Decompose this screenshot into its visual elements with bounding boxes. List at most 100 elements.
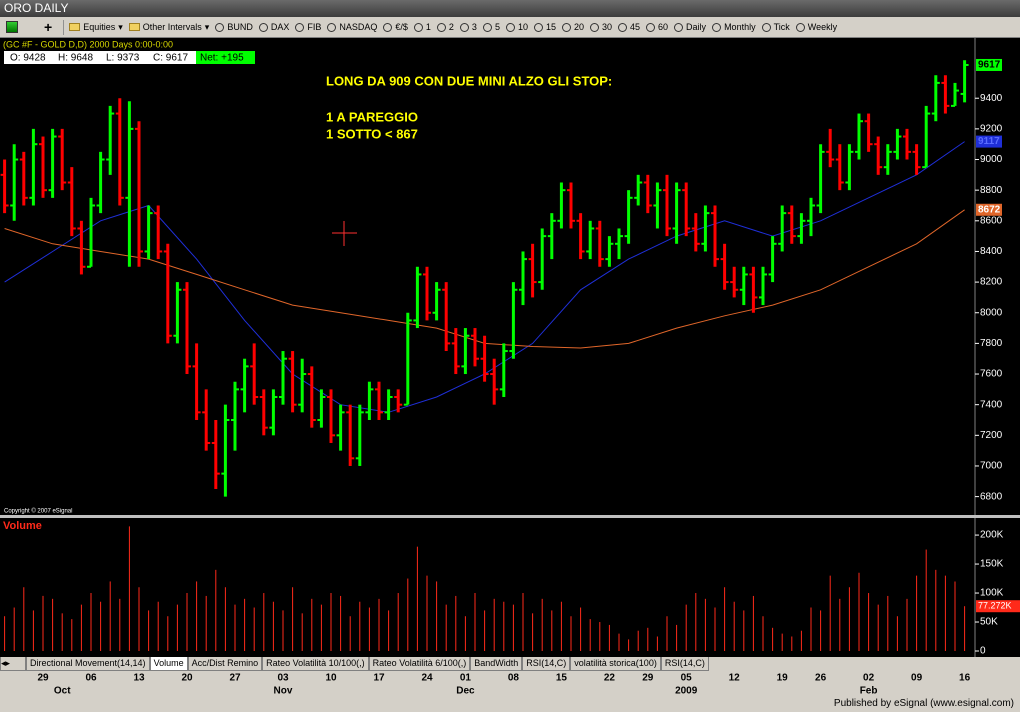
- x-tick-label: 29: [37, 673, 49, 684]
- y-tick-label: 7600: [980, 369, 1003, 380]
- toolbar-button[interactable]: 45: [618, 22, 640, 32]
- study-tab[interactable]: Rateo Volatilità 10/100(,): [262, 657, 369, 671]
- x-tick-label: 02: [863, 673, 875, 684]
- y-tick-label: 50K: [980, 617, 998, 628]
- quote-value: L: 9373: [106, 53, 140, 64]
- button-label: FIB: [307, 22, 322, 32]
- last-value-label: 77.272K: [978, 601, 1012, 611]
- toolbar-button[interactable]: 20: [561, 22, 584, 32]
- separator: [63, 19, 65, 35]
- x-tick-label: 15: [556, 673, 568, 684]
- button-icon: [436, 22, 446, 32]
- study-tab[interactable]: Volume: [149, 657, 188, 671]
- button-icon: [459, 22, 469, 32]
- button-label: 1: [425, 22, 431, 32]
- y-tick-label: 7800: [980, 338, 1003, 349]
- y-tick-label: 9400: [980, 93, 1003, 104]
- study-tab[interactable]: RSI(14,C): [660, 657, 709, 671]
- toolbar-button[interactable]: 3: [459, 22, 477, 32]
- button-icon: [295, 22, 305, 32]
- y-tick-label: 9000: [980, 154, 1003, 165]
- last-value-label: 9117: [978, 136, 1000, 147]
- y-tick-label: 8000: [980, 307, 1003, 318]
- toolbar-buttons: BUND DAX FIB NASDAQ €/$ 1 2 3 5 10 15 20 30 45 60 Daily…: [215, 22, 843, 32]
- button-icon: [761, 22, 771, 32]
- x-axis-strip: [0, 671, 1020, 698]
- toolbar-button[interactable]: 15: [533, 22, 556, 32]
- x-tick-label: 19: [777, 673, 789, 684]
- toolbar-button[interactable]: Tick: [761, 22, 790, 32]
- x-tick-label: 08: [508, 673, 520, 684]
- toolbar-button[interactable]: DAX: [258, 22, 289, 32]
- button-icon: [383, 22, 393, 32]
- x-tick-label: 26: [815, 673, 827, 684]
- study-tab[interactable]: Acc/Dist Remino: [187, 657, 263, 671]
- button-icon: [258, 22, 268, 32]
- toolbar-button[interactable]: 10: [505, 22, 528, 32]
- button-label: Monthly: [724, 22, 756, 32]
- y-tick-label: 8800: [980, 185, 1003, 196]
- y-tick-label: 7000: [980, 461, 1003, 472]
- toolbar-button[interactable]: 30: [590, 22, 612, 32]
- x-tick-label: 09: [911, 673, 923, 684]
- x-tick-label: 13: [133, 673, 145, 684]
- toolbar-button[interactable]: Monthly: [712, 22, 756, 32]
- study-tab[interactable]: Rateo Volatilità 6/100(,): [368, 657, 471, 671]
- chart-icon[interactable]: [6, 21, 18, 33]
- y-tick-label: 6800: [980, 491, 1003, 502]
- last-value-label: 9617: [978, 60, 1001, 71]
- button-label: 15: [545, 22, 556, 32]
- button-label: BUND: [227, 22, 253, 32]
- toolbar-button[interactable]: €/$: [383, 22, 408, 32]
- last-value-tag: [976, 203, 1002, 216]
- button-label: 3: [471, 22, 477, 32]
- y-tick-label: 8600: [980, 215, 1003, 226]
- study-tab[interactable]: BandWidth: [470, 657, 523, 671]
- intervals-menu[interactable]: Other Intervals ▾: [128, 22, 209, 33]
- copyright: Copyright © 2007 eSignal: [4, 508, 72, 515]
- x-tick-label: 16: [959, 673, 971, 684]
- button-icon: [590, 22, 599, 32]
- toolbar-button[interactable]: FIB: [295, 22, 321, 32]
- button-icon: [618, 22, 628, 32]
- x-tick-label: 24: [421, 673, 433, 684]
- toolbar-button[interactable]: Daily: [674, 22, 706, 32]
- study-tab[interactable]: RSI(14,C): [522, 657, 571, 671]
- add-button[interactable]: +: [44, 19, 53, 35]
- toolbar-button[interactable]: NASDAQ: [327, 22, 377, 32]
- x-tick-label: 12: [729, 673, 741, 684]
- button-label: 60: [658, 22, 669, 32]
- x-tick-label: 17: [373, 673, 385, 684]
- tab-scroll[interactable]: ◂▸: [0, 657, 26, 671]
- toolbar-button[interactable]: 5: [482, 22, 500, 32]
- symbol-header: (GC #F - GOLD D,D) 2000 Days 0:00-0:00: [3, 39, 173, 49]
- study-tab[interactable]: Directional Movement(14,14): [26, 657, 150, 671]
- y-tick-label: 150K: [980, 559, 1004, 570]
- annotation: 1 SOTTO < 867: [326, 126, 418, 141]
- x-tick-label: 10: [325, 673, 337, 684]
- quote-box: [4, 51, 196, 64]
- toolbar-button[interactable]: 60: [646, 22, 668, 32]
- toolbar-button[interactable]: 2: [436, 22, 454, 32]
- x-tick-label: 03: [277, 673, 289, 684]
- equities-menu[interactable]: Equities ▾: [69, 22, 123, 33]
- toolbar-button[interactable]: 1: [413, 22, 431, 32]
- button-icon: [482, 22, 492, 32]
- button-label: NASDAQ: [339, 22, 378, 32]
- x-tick-label: 27: [229, 673, 241, 684]
- toolbar-button[interactable]: Weekly: [795, 22, 837, 32]
- button-label: 20: [573, 22, 584, 32]
- x-month-label: Nov: [274, 686, 293, 697]
- button-icon: [533, 22, 543, 32]
- annotation: 1 A PAREGGIO: [326, 109, 418, 124]
- button-label: 10: [517, 22, 528, 32]
- study-tab[interactable]: volatilità storica(100): [570, 657, 661, 671]
- toolbar-button[interactable]: BUND: [215, 22, 253, 32]
- annotation: LONG DA 909 CON DUE MINI ALZO GLI STOP:: [326, 73, 612, 88]
- toolbar: + Equities ▾ Other Intervals ▾ BUND DAX FIB N…: [0, 17, 1020, 38]
- study-tabs: ◂▸ Directional Movement(14,14) Volume Acc/…: [0, 657, 1020, 671]
- button-icon: [795, 22, 805, 32]
- window-title: ORO DAILY: [0, 0, 1020, 17]
